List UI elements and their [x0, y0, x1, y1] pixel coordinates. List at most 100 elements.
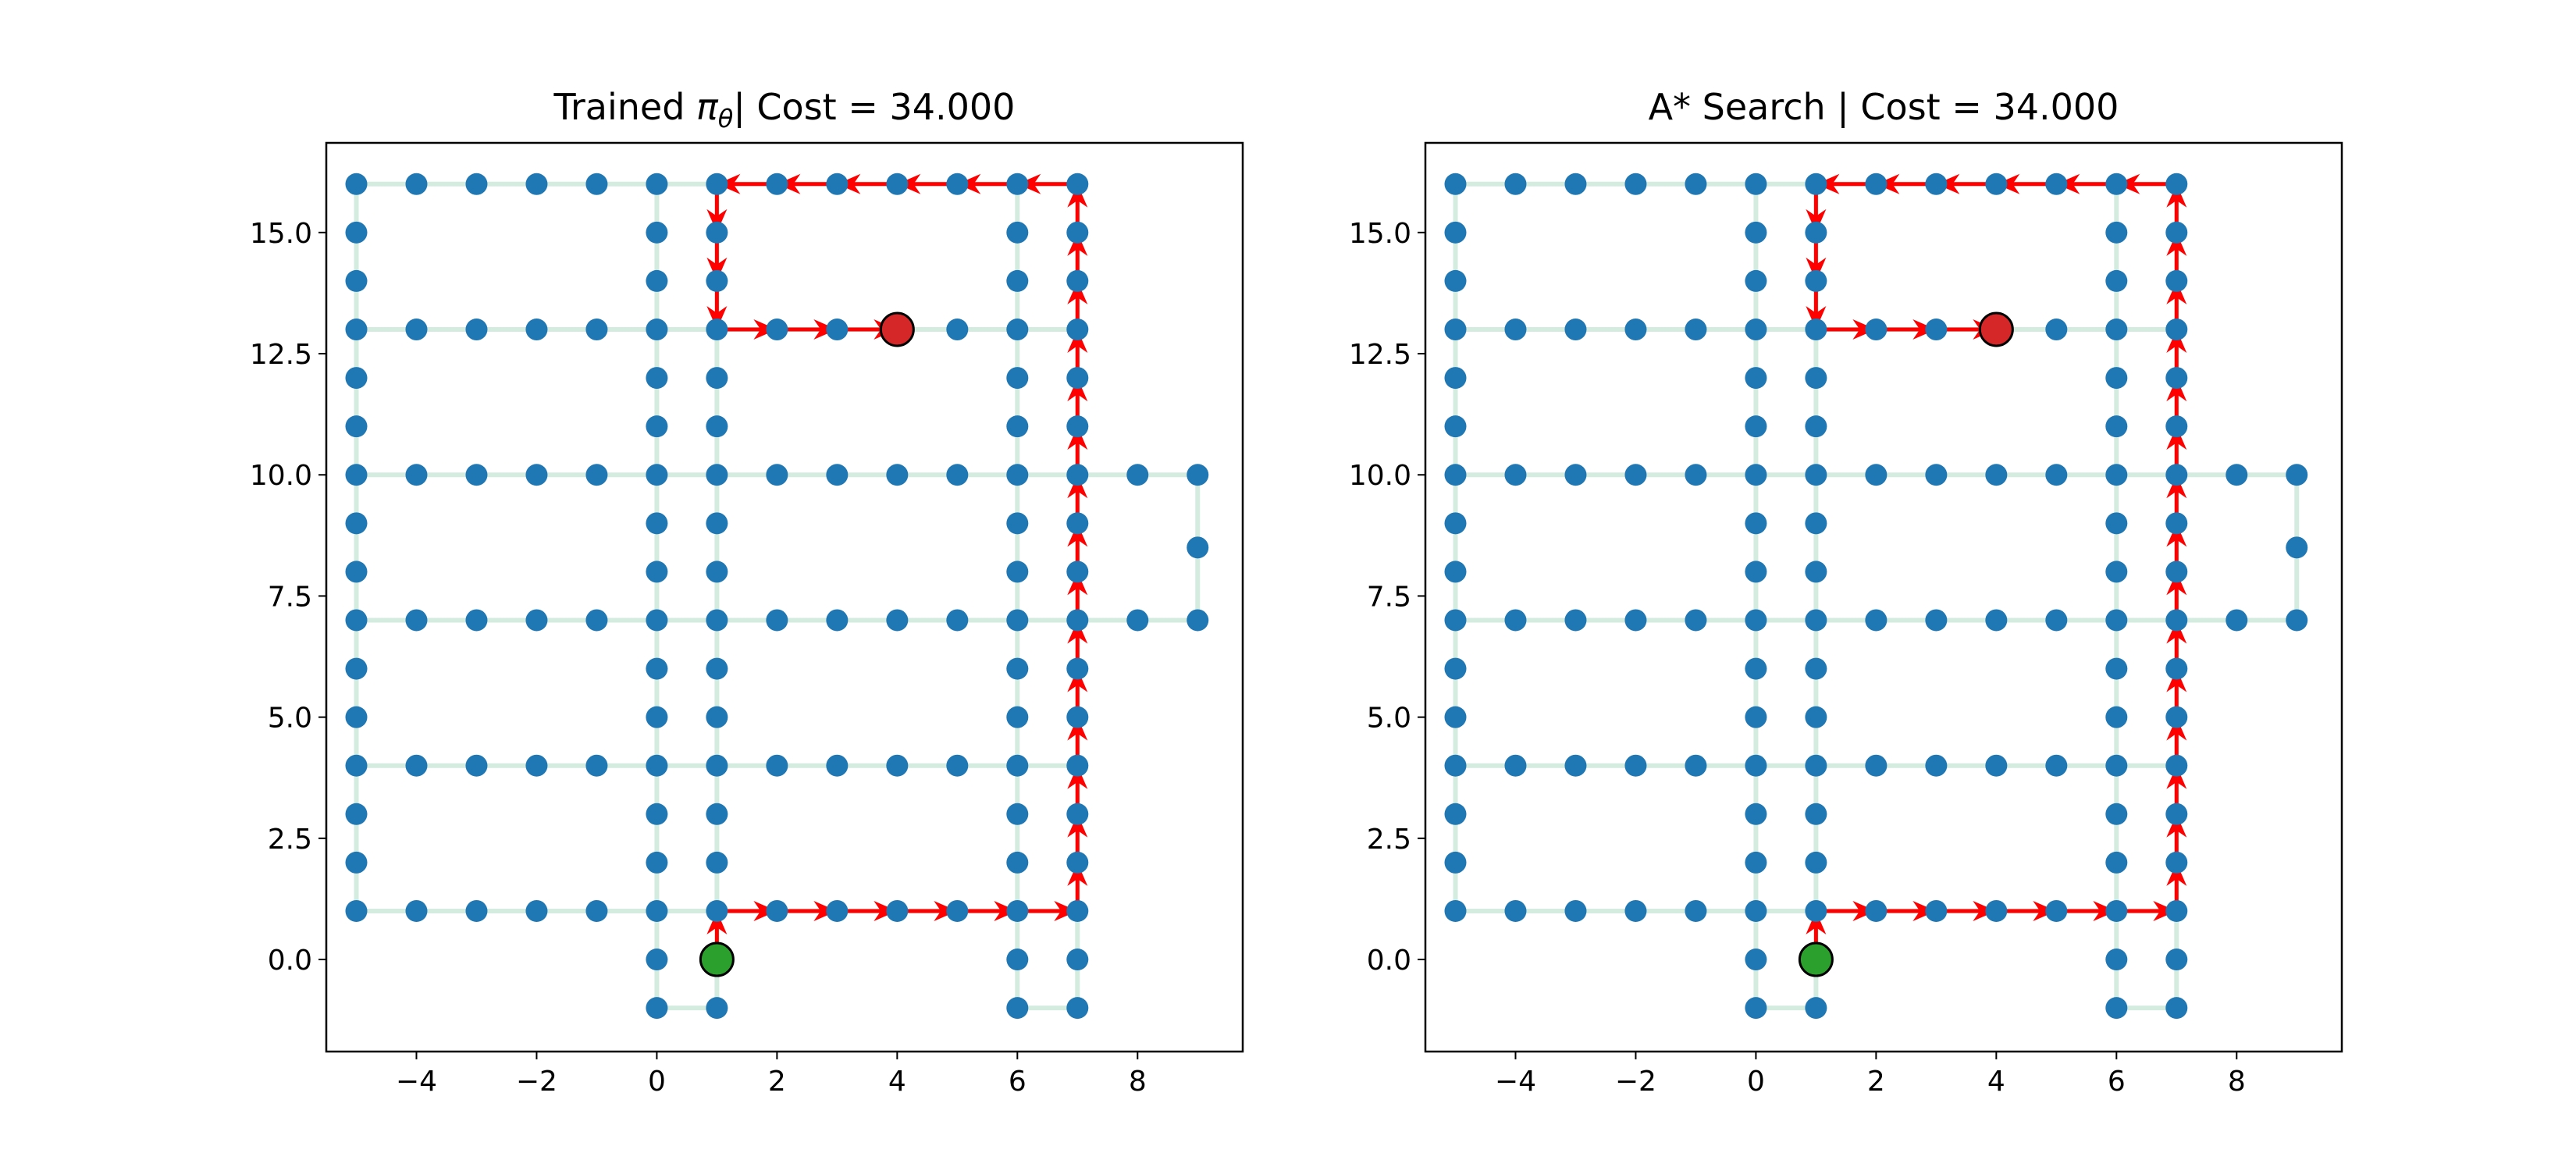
graph-node: [766, 609, 788, 632]
graph-node: [1066, 269, 1089, 292]
graph-node: [826, 754, 849, 777]
path-arrowhead: [2166, 183, 2187, 208]
graph-node: [2105, 803, 2128, 825]
path-arrowhead: [2166, 717, 2187, 741]
graph-node: [2045, 754, 2068, 777]
graph-node: [1006, 949, 1029, 971]
path-arrowhead: [1067, 475, 1088, 499]
path-arrowhead: [1996, 173, 2020, 194]
graph-node: [345, 415, 368, 438]
graph-node: [1006, 754, 1029, 777]
graph-node: [1066, 415, 1089, 438]
graph-node: [525, 609, 548, 632]
graph-node: [465, 173, 488, 195]
x-tick-label: 4: [1987, 1066, 2005, 1098]
graph-node: [1865, 319, 1888, 341]
path-arrowhead: [837, 173, 861, 194]
graph-node: [1006, 803, 1029, 825]
graph-node: [946, 464, 969, 486]
path-arrowhead: [753, 319, 777, 340]
graph-node: [2165, 706, 2188, 728]
graph-node: [1805, 415, 1827, 438]
path-arrowhead: [2166, 668, 2187, 692]
graph-node: [525, 319, 548, 341]
path-arrowhead: [1054, 900, 1078, 921]
graph-node: [1444, 561, 1467, 583]
graph-node: [886, 173, 909, 195]
right-axes-frame: [1424, 141, 2343, 1053]
path-arrowhead: [2166, 765, 2187, 789]
graph-node: [826, 319, 849, 341]
graph-node: [2165, 464, 2188, 486]
graph-node: [1745, 997, 1767, 1020]
graph-node: [1865, 609, 1888, 632]
graph-node: [1624, 899, 1647, 922]
graph-node: [1624, 319, 1647, 341]
y-tick-label: 12.5: [250, 339, 312, 371]
x-tick-label: −4: [1495, 1066, 1536, 1098]
x-tick-label: 2: [1867, 1066, 1885, 1098]
graph-node: [706, 851, 728, 874]
graph-node: [2105, 512, 2128, 535]
graph-node: [1805, 706, 1827, 728]
graph-node: [1685, 609, 1707, 632]
right-plot-title: A* Search | Cost = 34.000: [1649, 86, 2119, 129]
graph-node: [706, 609, 728, 632]
graph-node: [1745, 173, 1767, 195]
graph-node: [1006, 464, 1029, 486]
graph-node: [2045, 319, 2068, 341]
y-tick-label: 7.5: [1367, 581, 1411, 613]
graph-node: [2165, 415, 2188, 438]
path-arrowhead: [1067, 378, 1088, 402]
x-tick-label: 0: [648, 1066, 666, 1098]
path-arrowhead: [1973, 900, 1997, 921]
graph-node: [1126, 609, 1149, 632]
graph-node: [646, 464, 668, 486]
graph-node: [345, 561, 368, 583]
left-endpoints: [699, 311, 915, 977]
graph-node: [1745, 415, 1767, 438]
graph-node: [1006, 221, 1029, 244]
graph-node: [1006, 851, 1029, 874]
x-tick-label: −4: [396, 1066, 437, 1098]
x-tick-label: −2: [1615, 1066, 1656, 1098]
graph-node: [1504, 319, 1527, 341]
graph-node: [345, 609, 368, 632]
graph-node: [405, 319, 428, 341]
graph-node: [345, 706, 368, 728]
path-arrowhead: [957, 173, 981, 194]
graph-node: [465, 754, 488, 777]
graph-node: [405, 754, 428, 777]
graph-node: [1444, 173, 1467, 195]
graph-node: [2165, 173, 2188, 195]
graph-node: [1564, 754, 1587, 777]
graph-node: [1805, 173, 1827, 195]
graph-node: [2226, 609, 2248, 632]
graph-node: [1805, 269, 1827, 292]
left-graph-nodes: [345, 173, 1209, 1020]
y-tick-label: 0.0: [1367, 945, 1411, 977]
graph-node: [345, 512, 368, 535]
graph-node: [1805, 221, 1827, 244]
graph-node: [1745, 851, 1767, 874]
y-tick-label: 0.0: [268, 945, 312, 977]
graph-node: [826, 173, 849, 195]
graph-node: [1685, 899, 1707, 922]
graph-node: [2226, 464, 2248, 486]
graph-node: [706, 464, 728, 486]
graph-node: [2165, 949, 2188, 971]
left-path-arrows: [706, 173, 1088, 960]
graph-node: [706, 997, 728, 1020]
graph-node: [706, 173, 728, 195]
graph-node: [1066, 899, 1089, 922]
graph-node: [1066, 851, 1089, 874]
x-tick-label: 6: [1009, 1066, 1026, 1098]
graph-node: [1006, 657, 1029, 680]
goal-node: [1978, 311, 2014, 347]
graph-node: [2165, 221, 2188, 244]
right-graph-edges: [1453, 181, 2300, 1011]
graph-node: [946, 609, 969, 632]
graph-node: [1865, 899, 1888, 922]
graph-node: [1865, 754, 1888, 777]
y-tick-label: 10.0: [250, 460, 312, 492]
